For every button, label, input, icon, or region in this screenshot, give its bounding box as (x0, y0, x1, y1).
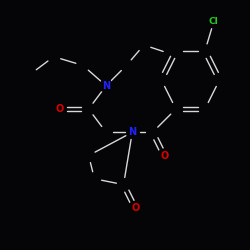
Text: N: N (102, 81, 110, 91)
Text: O: O (131, 203, 139, 213)
Text: O: O (56, 104, 64, 114)
Text: N: N (128, 127, 136, 137)
Text: Cl: Cl (209, 17, 218, 26)
Text: O: O (160, 150, 168, 160)
